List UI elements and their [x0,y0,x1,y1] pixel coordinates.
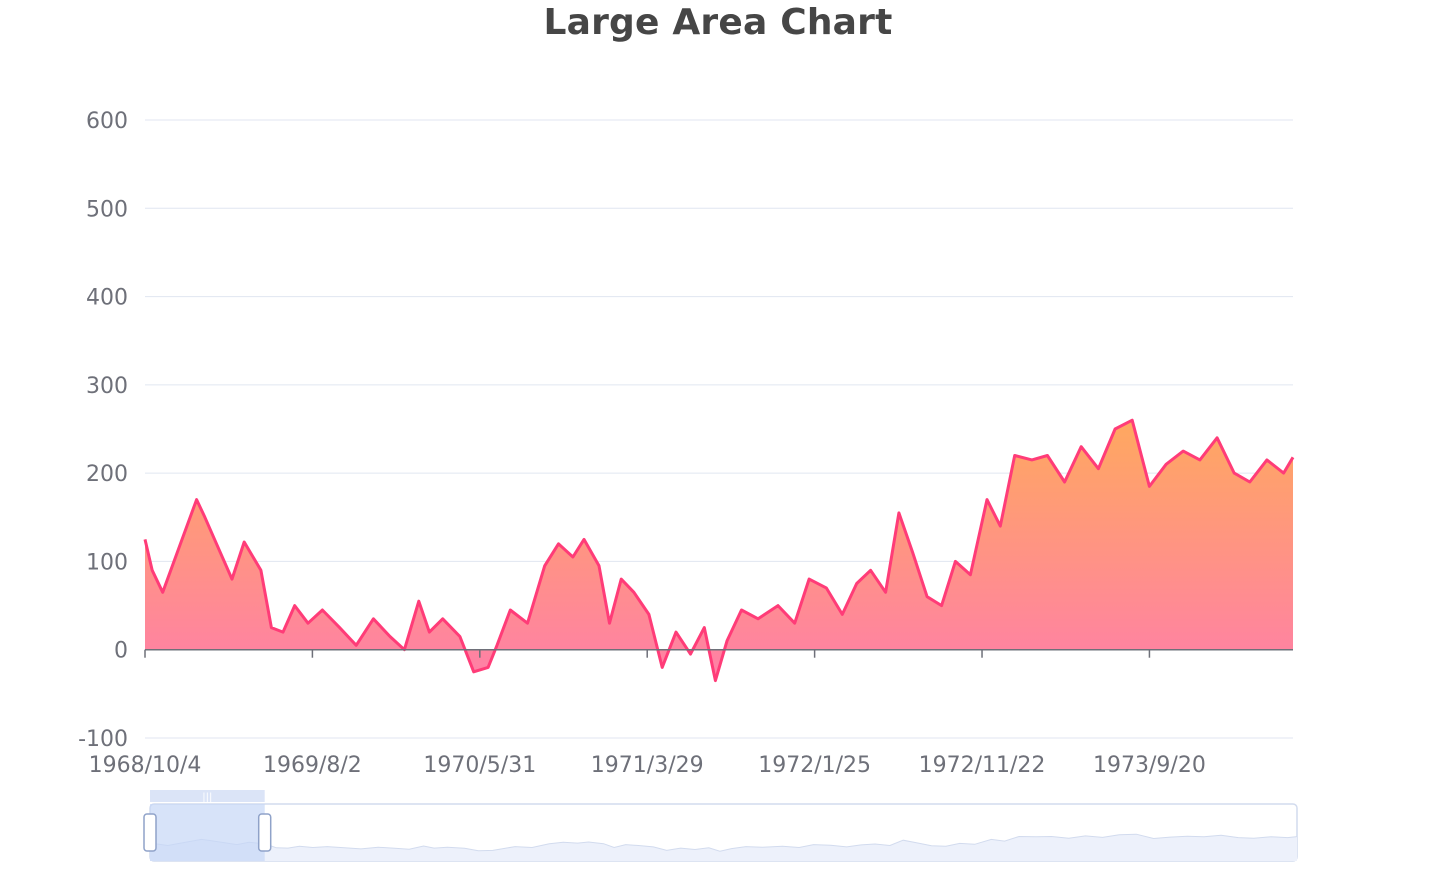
x-tick-label: 1969/8/2 [263,753,362,778]
x-tick-label: 1970/5/31 [423,753,536,778]
slider-move-grip[interactable]: ||| [202,792,212,803]
y-tick-label: 500 [86,197,128,222]
series-area [145,420,1293,681]
x-tick-label: 1972/11/22 [919,753,1046,778]
y-tick-label: 100 [86,550,128,575]
slider-preview-line [149,833,1298,852]
y-tick-label: 0 [114,639,128,664]
slider-handle-left[interactable] [143,813,157,852]
y-tick-label: 400 [86,286,128,311]
y-tick-label: -100 [78,727,128,752]
slider-handle-right[interactable] [257,813,272,852]
slider-move-bar[interactable] [150,790,265,802]
series-line [143,418,1295,683]
y-tick-label: 300 [86,374,128,399]
data-zoom-slider[interactable]: ||| [143,790,1298,862]
y-axis: 600 500 400 300 200 100 0 -100 [78,109,128,752]
slider-selected-range[interactable] [150,804,265,861]
x-tick-label: 1968/10/4 [89,753,202,778]
chart-title: Large Area Chart [543,2,893,43]
x-tick-label: 1972/1/25 [758,753,871,778]
x-tick-label: 1973/9/20 [1093,753,1206,778]
y-tick-label: 200 [86,462,128,487]
x-axis: 1968/10/4 1969/8/2 1970/5/31 1971/3/29 1972/… [89,648,1293,778]
slider-preview-area [150,834,1297,861]
x-tick-label: 1971/3/29 [591,753,704,778]
series [143,418,1295,683]
y-tick-label: 600 [86,109,128,134]
